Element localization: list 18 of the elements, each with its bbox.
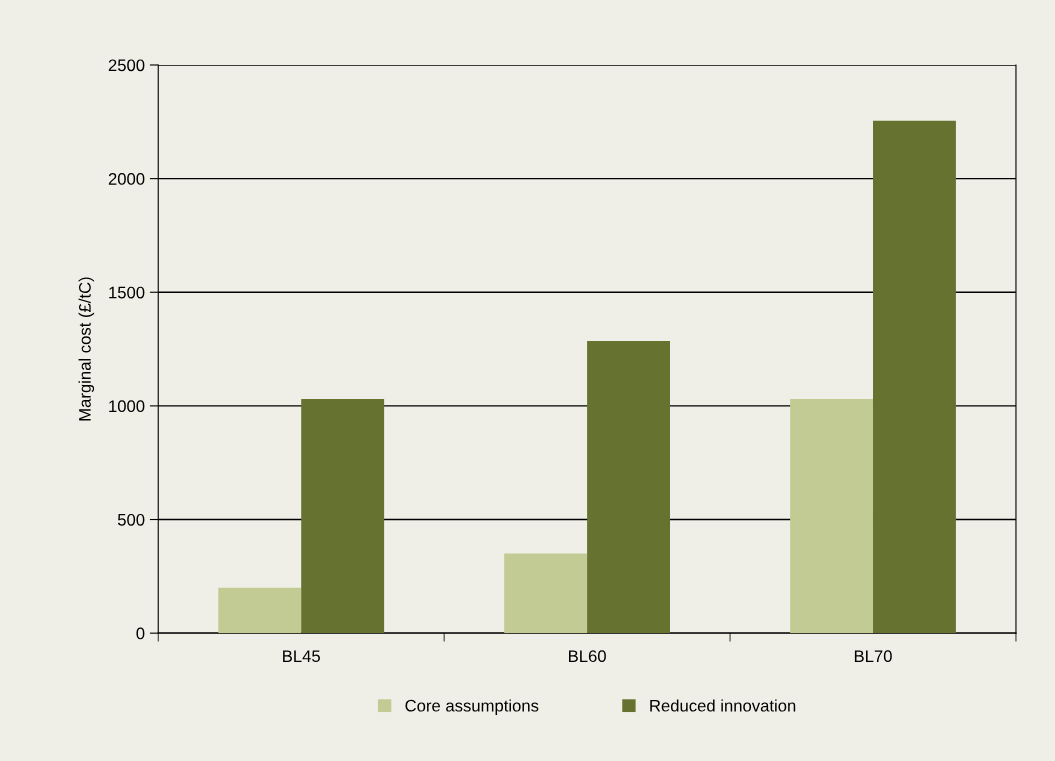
bar — [504, 553, 588, 634]
bar — [790, 399, 874, 634]
y-tick-label: 2000 — [108, 173, 145, 185]
bar — [301, 399, 385, 634]
y-tick-label: 500 — [117, 513, 145, 526]
bar — [587, 341, 671, 634]
x-tick-label: BL45 — [283, 650, 320, 663]
legend-label: Core assumptions — [405, 699, 539, 715]
y-tick-label: 1000 — [109, 400, 145, 413]
legend-label: Reduced innovation — [650, 699, 796, 712]
x-tick-label: BL70 — [854, 650, 892, 663]
y-tick-label: 2500 — [108, 59, 145, 72]
y-tick-label: 0 — [136, 627, 145, 640]
y-axis-title: Marginal cost (£/tC) — [78, 277, 95, 421]
bar — [218, 587, 302, 634]
bar — [873, 120, 956, 634]
x-tick-label: BL60 — [569, 650, 606, 663]
y-tick-label: 1500 — [109, 286, 145, 299]
